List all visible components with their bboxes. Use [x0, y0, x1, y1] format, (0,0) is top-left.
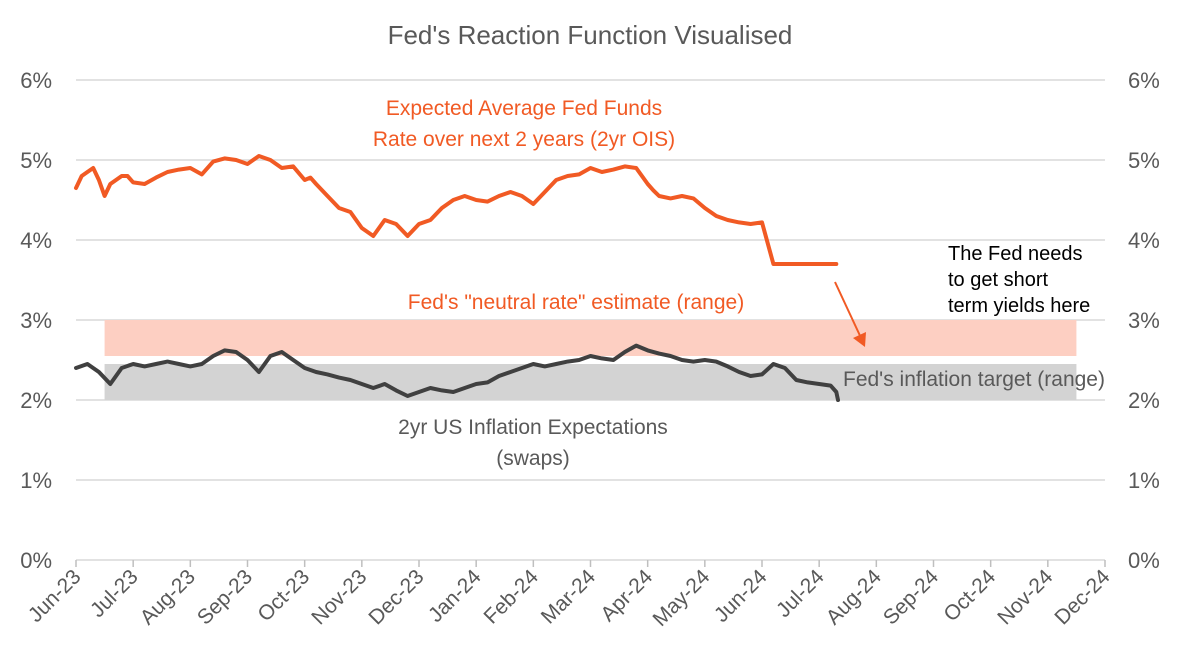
- y-tick-left-0: 0%: [20, 548, 52, 573]
- x-tick-14: Aug-24: [822, 565, 886, 629]
- y-axis-left: 0% 1% 2% 3% 4% 5% 6%: [20, 68, 52, 573]
- x-tick-7: Jan-24: [424, 565, 486, 627]
- x-tick-11: May-24: [649, 565, 715, 631]
- annotation-arrowhead: [853, 332, 866, 347]
- x-tick-0: Jun-23: [24, 565, 86, 627]
- fed-needs-label-line3: term yields here: [948, 295, 1090, 317]
- x-tick-5: Nov-23: [307, 565, 371, 629]
- y-tick-right-5: 5%: [1128, 148, 1160, 173]
- inflation-expectations-label-line2: (swaps): [496, 447, 570, 470]
- x-tick-16: Oct-24: [939, 565, 1000, 626]
- x-tick-13: Jul-24: [772, 565, 829, 622]
- fed-needs-label-line2: to get short: [948, 269, 1049, 291]
- inflation-expectations-label-line1: 2yr US Inflation Expectations: [398, 416, 668, 439]
- y-tick-left-4: 4%: [20, 228, 52, 253]
- y-tick-left-2: 2%: [20, 388, 52, 413]
- chart-title: Fed's Reaction Function Visualised: [388, 20, 793, 50]
- neutral-rate-label: Fed's "neutral rate" estimate (range): [408, 291, 744, 314]
- series-lines: [74, 154, 840, 402]
- y-tick-right-3: 3%: [1128, 308, 1160, 333]
- ois-label-line2: Rate over next 2 years (2yr OIS): [373, 128, 675, 151]
- annotation-arrow: [834, 281, 863, 341]
- x-tick-8: Feb-24: [480, 565, 544, 629]
- ois-label-line1: Expected Average Fed Funds: [386, 97, 662, 120]
- y-tick-right-2: 2%: [1128, 388, 1160, 413]
- x-tick-18: Dec-24: [1050, 565, 1114, 629]
- y-tick-right-6: 6%: [1128, 68, 1160, 93]
- series-line-1: [74, 343, 840, 402]
- series-line-0: [74, 154, 839, 266]
- y-tick-right-0: 0%: [1128, 548, 1160, 573]
- x-tick-1: Jul-23: [86, 565, 143, 622]
- bands: [104, 320, 1077, 400]
- y-tick-left-3: 3%: [20, 308, 52, 333]
- fed-needs-label-line1: The Fed needs: [948, 243, 1083, 265]
- y-tick-right-4: 4%: [1128, 228, 1160, 253]
- x-tick-17: Nov-24: [993, 565, 1057, 629]
- x-tick-9: Mar-24: [537, 565, 601, 629]
- x-axis: Jun-23 Jul-23Aug-23Sep-23Oct-23Nov-23Dec-…: [24, 560, 1115, 631]
- x-tick-15: Sep-24: [879, 565, 943, 629]
- x-tick-10: Apr-24: [596, 565, 657, 626]
- y-axis-right: 0% 1% 2% 3% 4% 5% 6%: [1128, 68, 1160, 573]
- inflation-target-label: Fed's inflation target (range): [843, 368, 1105, 391]
- y-tick-left-1: 1%: [20, 468, 52, 493]
- x-tick-3: Sep-23: [193, 565, 257, 629]
- band-0: [104, 320, 1077, 356]
- y-tick-left-5: 5%: [20, 148, 52, 173]
- x-tick-12: Jun-24: [710, 565, 772, 627]
- x-tick-6: Dec-23: [364, 565, 428, 629]
- y-tick-right-1: 1%: [1128, 468, 1160, 493]
- y-tick-left-6: 6%: [20, 68, 52, 93]
- x-tick-2: Aug-23: [136, 565, 200, 629]
- band-1: [104, 364, 1077, 400]
- x-tick-4: Oct-23: [253, 565, 314, 626]
